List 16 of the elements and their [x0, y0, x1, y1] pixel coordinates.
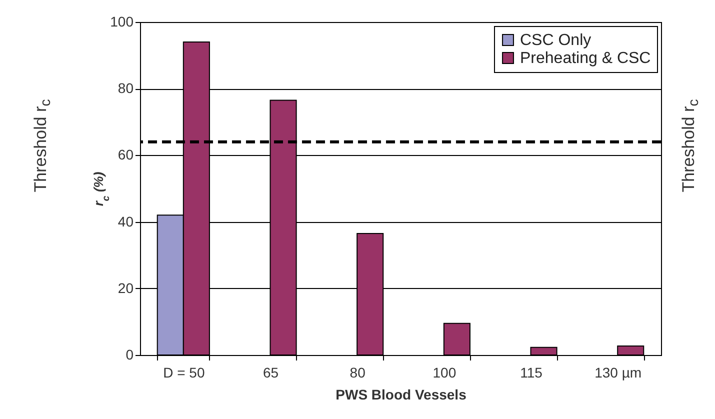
x-tick-label: 100 [432, 364, 456, 380]
y-tick-label: 100 [110, 14, 134, 30]
y-tick-label: 20 [118, 280, 134, 296]
legend-label: CSC Only [520, 32, 592, 49]
y-tick-label: 80 [118, 80, 134, 96]
x-tick-label: 80 [350, 364, 366, 380]
x-tick-label: 115 [520, 364, 543, 380]
x-tick-label: 65 [262, 364, 279, 380]
y-tick-label: 40 [118, 213, 134, 230]
x-tick-label: 130 µm [594, 364, 642, 380]
y-tick-label: 0 [126, 346, 134, 362]
x-tick-label: D = 50 [163, 364, 205, 380]
legend-label: Preheating & CSC [520, 50, 651, 67]
x-axis-title: PWS Blood Vessels [336, 386, 467, 402]
bar [617, 346, 644, 356]
y-tick-label: 60 [118, 146, 134, 163]
